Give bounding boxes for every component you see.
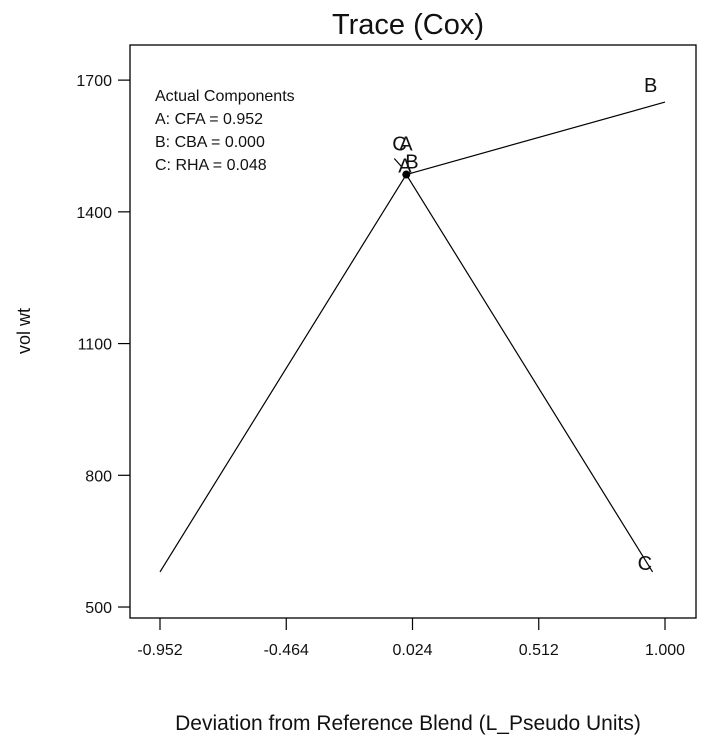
trace-end-label-c: C	[638, 553, 652, 575]
y-tick-label: 800	[85, 468, 112, 485]
x-axis-label: Deviation from Reference Blend (L_Pseudo…	[175, 712, 641, 735]
x-tick-label: 1.000	[645, 642, 685, 659]
trace-ref-label-b: B	[405, 152, 418, 174]
x-tick-label: -0.952	[137, 642, 182, 659]
chart-title: Trace (Cox)	[332, 9, 484, 41]
y-tick-label: 1100	[78, 337, 113, 354]
y-tick-label: 1400	[76, 205, 112, 222]
legend-entry: A: CFA = 0.952	[155, 111, 263, 128]
legend-entry: B: CBA = 0.000	[155, 134, 265, 151]
trace-line-b	[406, 101, 666, 176]
y-axis-label: vol wt	[14, 308, 34, 354]
x-tick-label: 0.512	[519, 642, 559, 659]
trace-ref-label-c: C	[392, 134, 406, 156]
reference-tick-mark	[393, 158, 403, 168]
reference-blend-point	[402, 170, 411, 179]
legend-title: Actual Components	[155, 88, 295, 105]
x-tick-label: 0.024	[392, 642, 432, 659]
trace-line-c	[405, 174, 654, 573]
trace-ref-label-a: A	[399, 134, 413, 156]
legend: Actual Components A: CFA = 0.952 B: CBA = …	[155, 88, 295, 174]
y-tick-label: 1700	[76, 73, 112, 90]
trace-line-a	[159, 174, 407, 573]
x-tick-label: -0.464	[264, 642, 309, 659]
x-axis: -0.952 -0.464 0.024 0.512 1.000	[137, 618, 685, 659]
y-tick-label: 500	[85, 600, 112, 617]
y-axis: 500 800 1100 1400 1700	[76, 73, 130, 617]
trace-end-label-a: A	[398, 156, 412, 178]
trace-end-label-b: B	[644, 75, 657, 97]
legend-entry: C: RHA = 0.048	[155, 157, 267, 174]
plot-frame	[129, 44, 697, 619]
